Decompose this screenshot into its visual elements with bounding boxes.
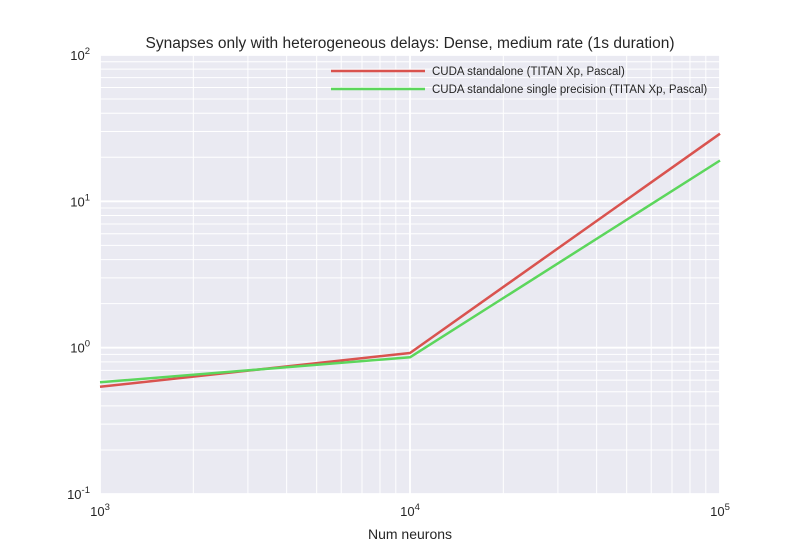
chart-title: Synapses only with heterogeneous delays:… bbox=[145, 35, 674, 52]
series-line-1 bbox=[99, 132, 721, 389]
x-axis-label: Num neurons bbox=[368, 526, 452, 542]
x-tick-labels: 103 104 105 bbox=[90, 502, 730, 519]
legend-label-2: CUDA standalone single precision (TITAN … bbox=[432, 84, 707, 96]
y-tick-label: 100 bbox=[70, 339, 90, 356]
x-tick-label: 105 bbox=[710, 502, 730, 519]
y-tick-labels: 10-1 100 101 102 bbox=[67, 46, 90, 502]
y-tick-label: 10-1 bbox=[67, 485, 90, 502]
y-tick-label: 101 bbox=[70, 192, 90, 209]
y-tick-label: 102 bbox=[70, 46, 90, 63]
series-line-2 bbox=[99, 159, 721, 384]
series-layer bbox=[99, 132, 721, 389]
legend: CUDA standalone (TITAN Xp, Pascal) CUDA s… bbox=[331, 66, 707, 96]
x-tick-label: 104 bbox=[400, 502, 420, 519]
x-tick-label: 103 bbox=[90, 502, 110, 519]
legend-label-1: CUDA standalone (TITAN Xp, Pascal) bbox=[432, 66, 625, 78]
major-gridlines bbox=[99, 54, 721, 495]
